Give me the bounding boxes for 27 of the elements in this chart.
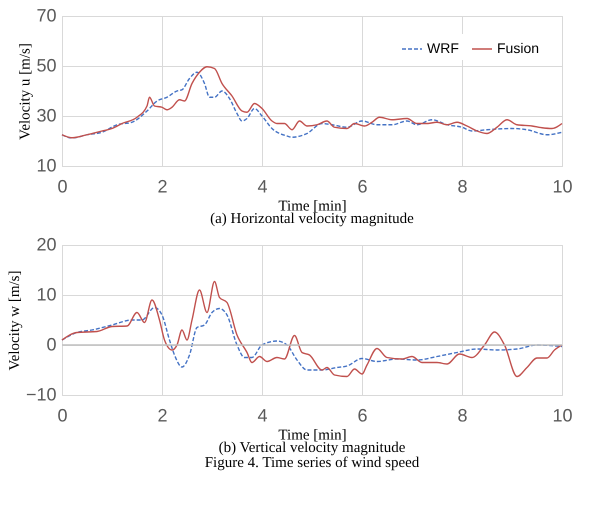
x-tick-label: 2 <box>157 176 168 196</box>
y-axis-title: Velocity u [m/s] <box>17 43 34 140</box>
y-tick-label: −10 <box>26 384 56 404</box>
y-tick-label: 10 <box>36 156 56 176</box>
x-tick-label: 6 <box>357 176 368 196</box>
text: (a) Horizontal velocity magnitude <box>210 211 414 227</box>
x-tick-label: 4 <box>257 176 268 196</box>
line-series <box>61 280 563 378</box>
x-tick-label: 2 <box>157 406 168 426</box>
x-tick-label: 8 <box>457 406 468 426</box>
legend-label: WRF <box>427 40 459 56</box>
y-tick-label: 30 <box>36 106 56 126</box>
y-tick-label: 10 <box>36 284 56 304</box>
y-tick-label: 70 <box>36 6 56 26</box>
x-tick-label: 10 <box>552 176 573 196</box>
legend-label: Fusion <box>497 40 540 56</box>
caption: Figure 4. Time series of wind speed <box>204 455 420 471</box>
y-tick-label: 0 <box>46 334 56 354</box>
line-series <box>61 306 563 371</box>
y-tick-label: 50 <box>36 56 56 76</box>
y-tick-label: 20 <box>36 234 56 254</box>
x-tick-label: 6 <box>357 406 368 426</box>
x-tick-label: 8 <box>457 176 468 196</box>
y-axis-title: Velocity w [m/s] <box>6 270 23 370</box>
text: (b) Vertical velocity magnitude <box>218 440 406 456</box>
x-tick-label: 4 <box>257 406 268 426</box>
x-tick-label: 10 <box>552 406 573 426</box>
